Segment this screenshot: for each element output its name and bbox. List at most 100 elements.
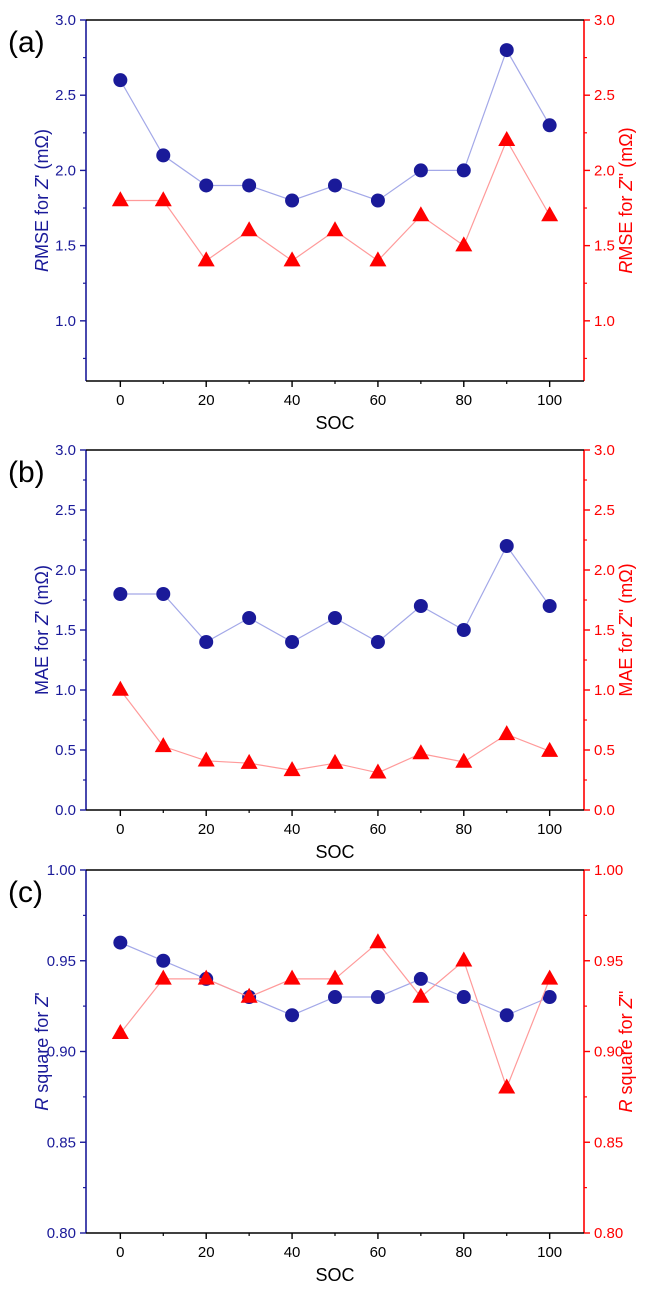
data-point-circle (456, 990, 471, 1005)
data-point-triangle (326, 221, 344, 237)
left-y-tick-label: 1.5 (55, 238, 76, 255)
data-point-circle (328, 611, 342, 625)
x-tick-label: 0 (116, 821, 124, 838)
chart-panel-c: 0 20 40 60 80 100 0.80 0.80 0.85 0.85 0.90 0.90 0.95… (8, 862, 636, 1285)
data-point-triangle (197, 251, 215, 267)
x-tick-label: 80 (455, 821, 472, 838)
right-y-tick-label: 0.95 (594, 953, 623, 970)
data-point-triangle (369, 763, 387, 779)
chart-panel-a: 0 20 40 60 80 100 1.0 1.0 1.5 1.5 2.0 2.0 2.5 2.5 3.0 3… (8, 12, 636, 433)
data-point-triangle (541, 206, 559, 222)
data-point-circle (156, 953, 171, 968)
data-point-circle (242, 178, 257, 193)
x-axis-title: SOC (315, 413, 354, 433)
series-line-left (120, 544, 551, 643)
data-point-circle (370, 635, 385, 649)
data-point-triangle (412, 206, 430, 222)
right-y-tick-label: 0.0 (594, 802, 615, 819)
left-y-tick-label: 0.95 (47, 953, 76, 970)
data-point-circle (499, 1008, 514, 1023)
right-y-tick-label: 1.0 (594, 313, 615, 330)
data-point-circle (285, 635, 300, 649)
x-tick-label: 40 (284, 821, 301, 838)
data-point-circle (113, 73, 128, 88)
x-tick-label: 100 (537, 392, 562, 409)
right-y-tick-label: 2.5 (594, 502, 615, 519)
data-point-triangle (326, 969, 344, 985)
data-point-triangle (154, 737, 172, 753)
left-y-tick-label: 0.80 (47, 1225, 76, 1242)
data-point-circle (413, 163, 428, 178)
right-y-tick-label: 2.0 (594, 562, 615, 579)
x-tick-label: 40 (284, 392, 301, 409)
data-point-circle (456, 623, 471, 637)
x-tick-label: 20 (198, 1244, 215, 1261)
data-point-triangle (240, 987, 258, 1003)
data-point-circle (542, 990, 557, 1005)
x-tick-label: 0 (116, 1244, 124, 1261)
data-point-circle (370, 990, 385, 1005)
left-y-tick-label: 3.0 (55, 12, 76, 29)
data-point-triangle (197, 969, 215, 985)
data-point-triangle (154, 969, 172, 985)
data-point-triangle (111, 680, 129, 696)
left-y-tick-label: 1.00 (47, 862, 76, 879)
data-point-circle (328, 990, 342, 1005)
data-point-circle (285, 1008, 300, 1023)
left-y-tick-label: 2.0 (55, 562, 76, 579)
data-point-triangle (455, 951, 473, 967)
data-point-triangle (369, 251, 387, 267)
left-y-tick-label: 3.0 (55, 442, 76, 459)
data-point-triangle (498, 725, 516, 741)
right-y-tick-label: 0.85 (594, 1134, 623, 1151)
x-tick-label: 20 (198, 821, 215, 838)
left-y-tick-label: 1.0 (55, 682, 76, 699)
right-y-tick-label: 0.80 (594, 1225, 623, 1242)
data-point-triangle (412, 987, 430, 1003)
data-point-triangle (283, 761, 301, 777)
left-y-tick-label: 0.0 (55, 802, 76, 819)
right-y-tick-label: 3.0 (594, 442, 615, 459)
x-tick-label: 60 (370, 821, 387, 838)
data-point-circle (413, 971, 428, 986)
panel-label: (c) (8, 876, 43, 909)
left-y-tick-label: 0.5 (55, 742, 76, 759)
right-y-axis-title: R square for Z'' (616, 991, 636, 1113)
data-point-triangle (240, 753, 258, 769)
data-point-circle (542, 599, 557, 613)
data-point-circle (156, 148, 171, 163)
right-y-axis-title: RMSE for Z'' (mΩ) (616, 127, 636, 273)
data-point-circle (285, 193, 300, 208)
data-point-triangle (326, 753, 344, 769)
right-y-tick-label: 1.5 (594, 238, 615, 255)
data-point-circle (199, 635, 214, 649)
data-point-triangle (283, 969, 301, 985)
left-y-tick-label: 1.5 (55, 622, 76, 639)
data-point-triangle (541, 741, 559, 757)
right-y-tick-label: 2.0 (594, 162, 615, 179)
left-y-tick-label: 0.85 (47, 1134, 76, 1151)
data-point-triangle (369, 933, 387, 949)
data-point-triangle (283, 251, 301, 267)
right-y-axis-title: MAE for Z'' (mΩ) (616, 563, 636, 696)
x-tick-label: 60 (370, 1244, 387, 1261)
left-y-tick-label: 2.5 (55, 502, 76, 519)
x-tick-label: 0 (116, 392, 124, 409)
left-y-tick-label: 0.90 (47, 1044, 76, 1061)
series-line-right (119, 941, 551, 1090)
data-point-circle (370, 193, 385, 208)
left-y-axis-title: R square for Z' (32, 992, 52, 1110)
data-point-triangle (455, 752, 473, 768)
right-y-tick-label: 1.00 (594, 862, 623, 879)
x-tick-label: 20 (198, 392, 215, 409)
data-point-circle (156, 587, 171, 601)
right-y-tick-label: 1.5 (594, 622, 615, 639)
x-axis-title: SOC (315, 842, 354, 862)
data-point-triangle (197, 751, 215, 767)
data-point-circle (499, 43, 514, 58)
data-point-circle (456, 163, 471, 178)
data-point-circle (499, 539, 514, 553)
left-y-tick-label: 1.0 (55, 313, 76, 330)
left-y-axis-title: MAE for Z' (mΩ) (32, 565, 52, 695)
